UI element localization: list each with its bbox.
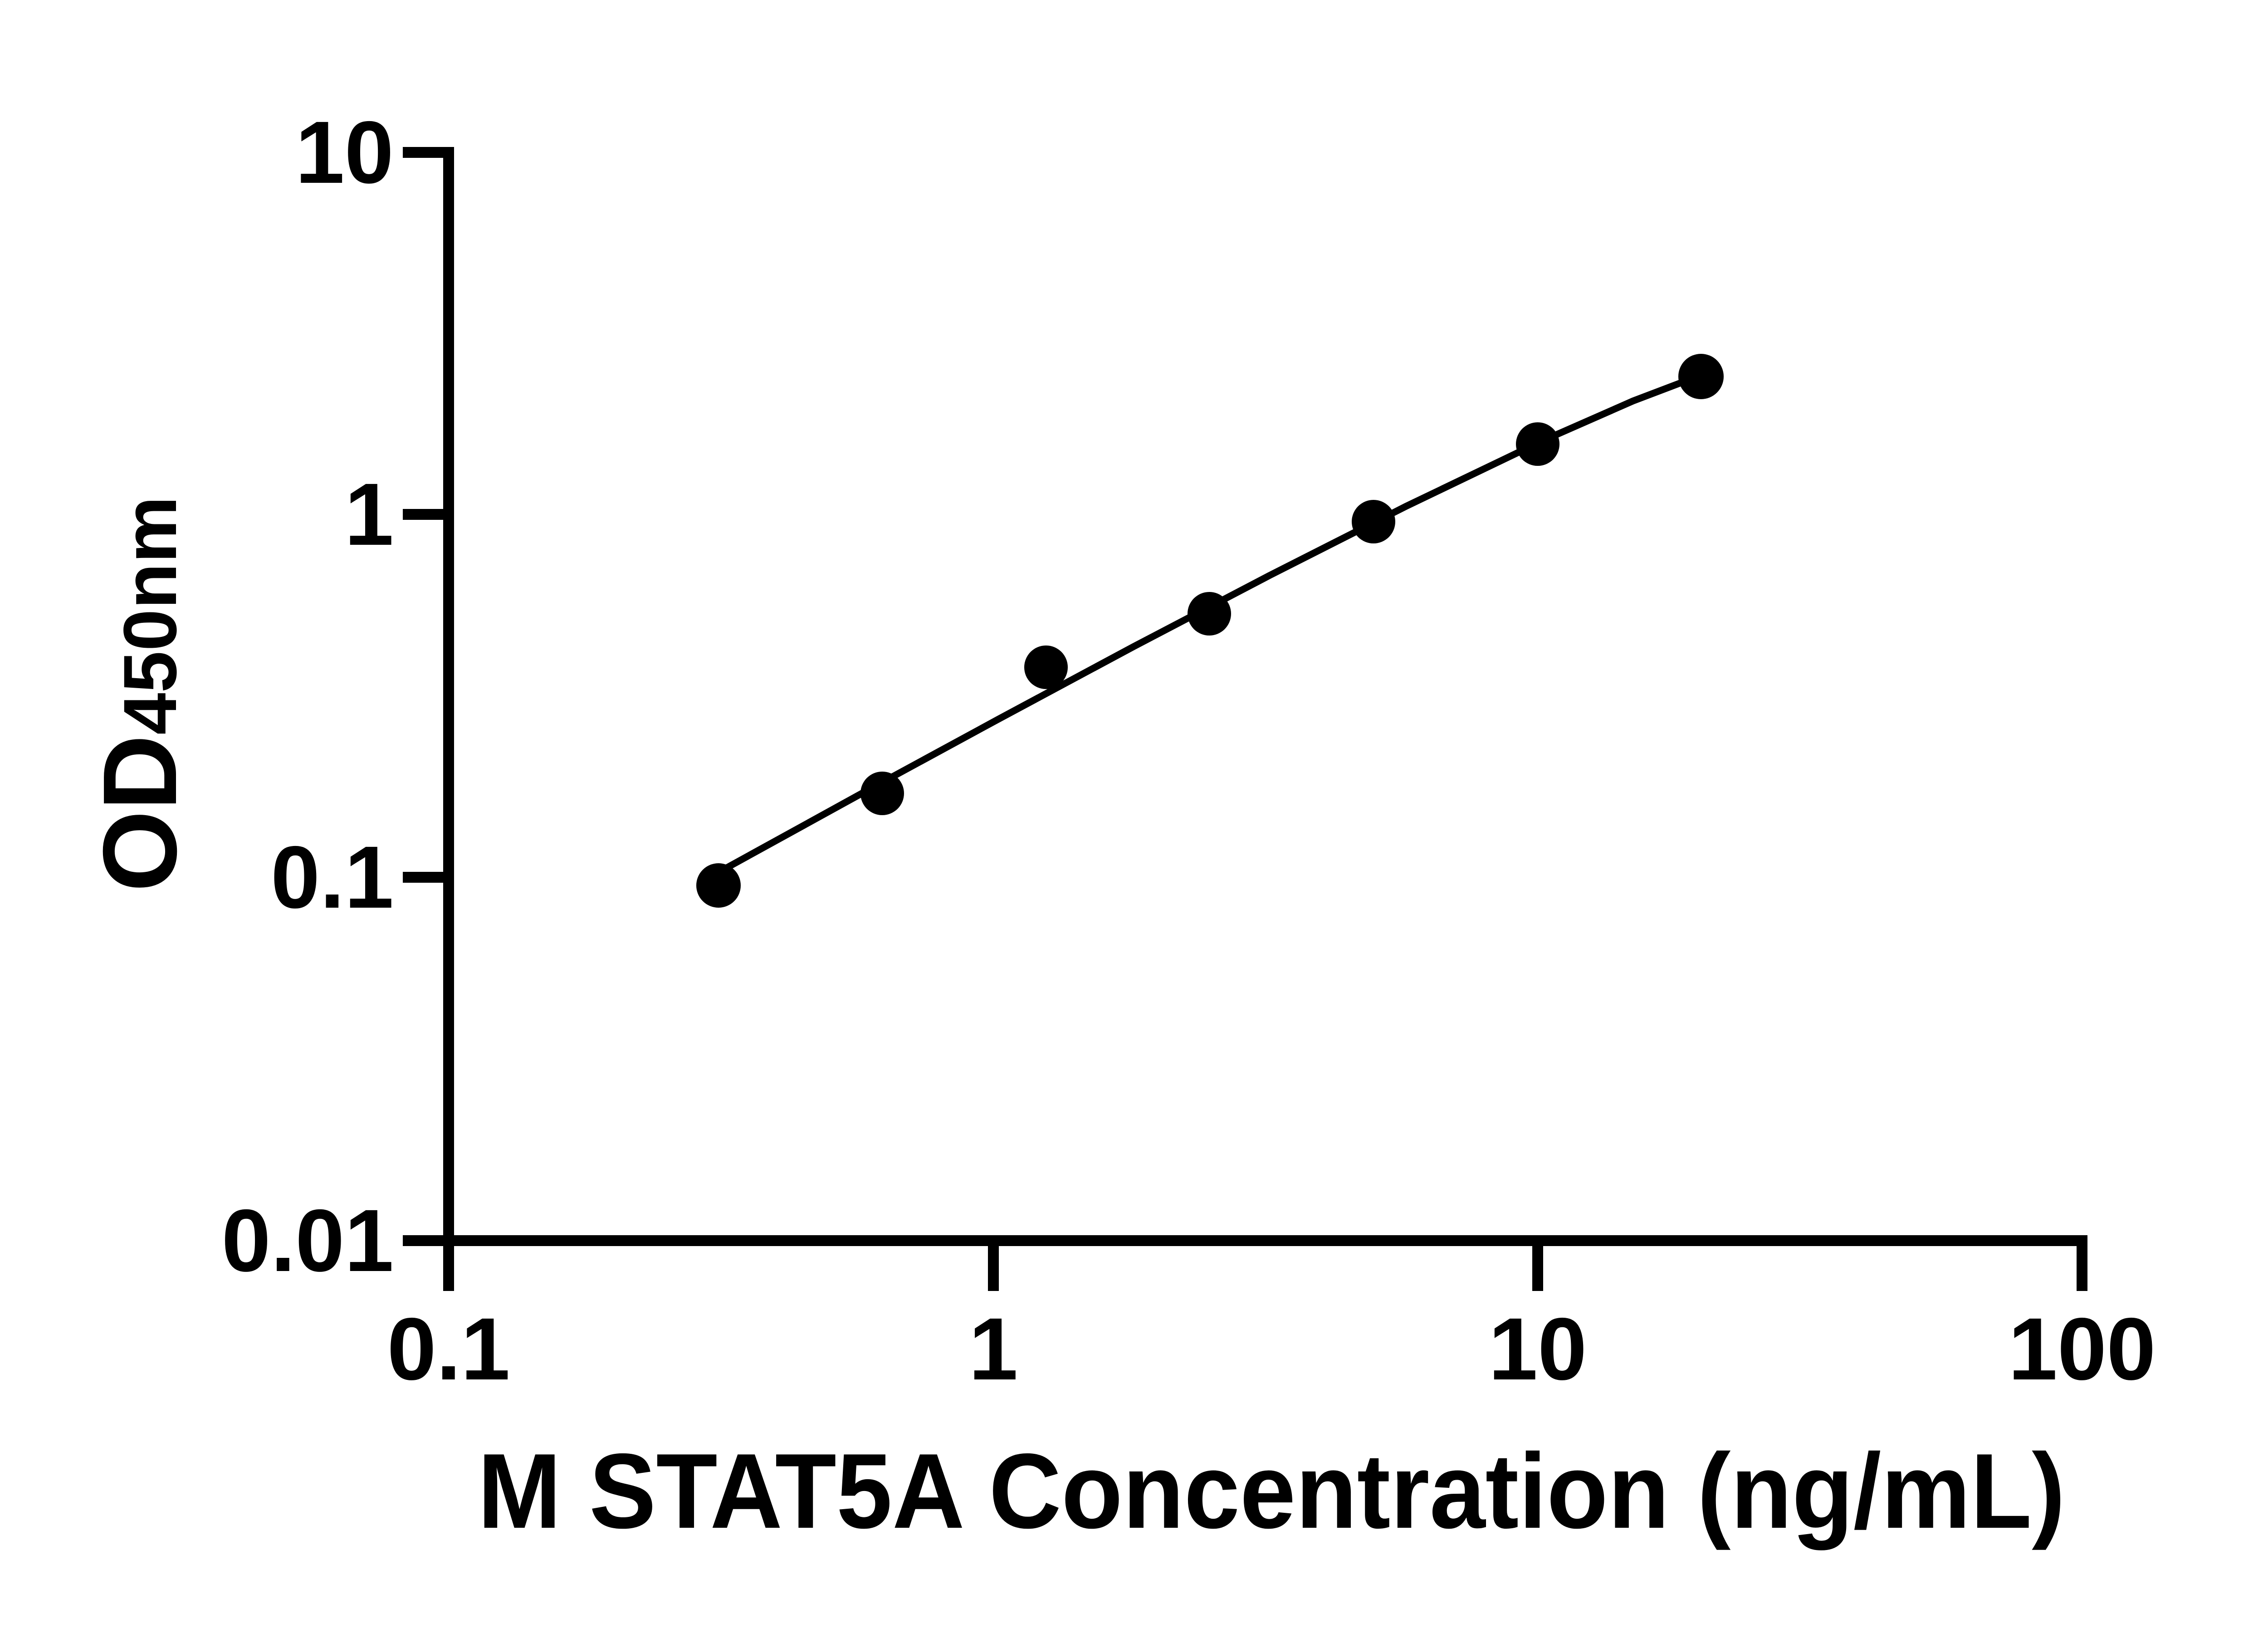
svg-text:10: 10 (295, 103, 394, 202)
svg-text:1: 1 (969, 1300, 1018, 1398)
svg-text:10: 10 (1489, 1300, 1587, 1398)
svg-text:0.1: 0.1 (271, 828, 394, 927)
svg-text:1: 1 (345, 465, 394, 564)
svg-text:0.1: 0.1 (387, 1300, 510, 1398)
svg-text:100: 100 (2008, 1300, 2156, 1398)
svg-text:M STAT5A Concentration (ng/mL): M STAT5A Concentration (ng/mL) (478, 1431, 2065, 1550)
svg-text:0.01: 0.01 (221, 1191, 394, 1290)
